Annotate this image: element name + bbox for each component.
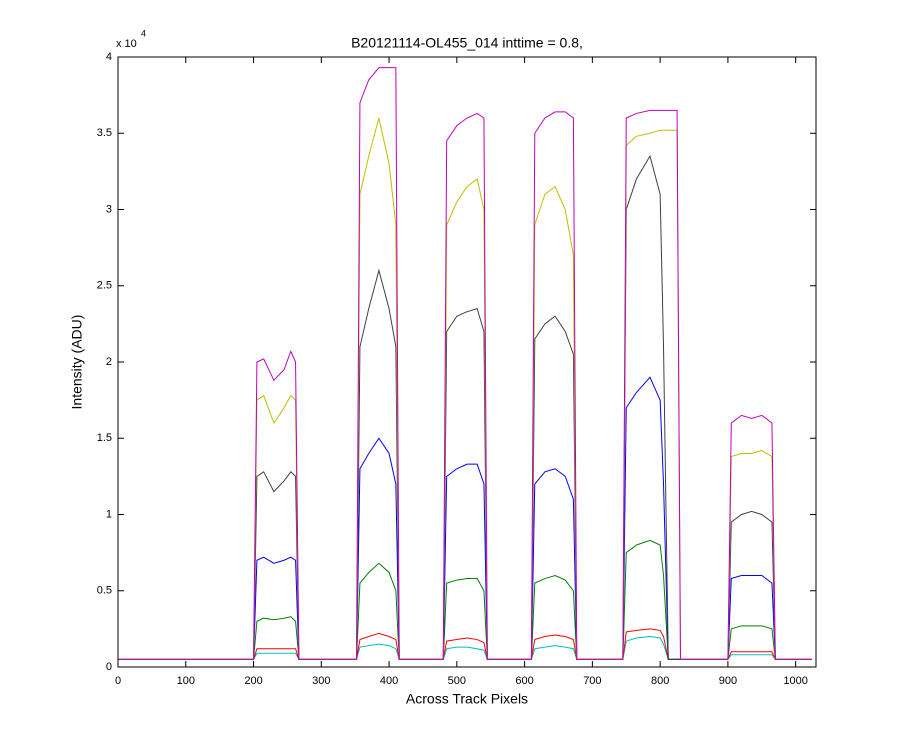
y-tick-label: 4 — [106, 51, 112, 63]
y-tick-label: 3.5 — [97, 127, 112, 139]
y-tick-label: 1.5 — [97, 432, 112, 444]
x-tick-label: 700 — [583, 675, 601, 687]
y-tick-label: 3 — [106, 203, 112, 215]
x-axis-label: Across Track Pixels — [406, 691, 528, 707]
y-axis-label: Intensity (ADU) — [69, 315, 85, 410]
x-tick-label: 600 — [515, 675, 533, 687]
x-tick-label: 100 — [177, 675, 195, 687]
plot-area: 0 100 200 300 400 500 600 700 800 900 1000 0 0.5 1 1.5… — [97, 51, 816, 687]
x-tick-label: 1000 — [783, 675, 807, 687]
y-multiplier: x 10 — [116, 38, 137, 50]
y-tick-label: 2.5 — [97, 280, 112, 292]
y-tick-label: 0.5 — [97, 585, 112, 597]
y-tick-label: 2 — [106, 356, 112, 368]
data-line — [118, 67, 812, 660]
y-tick-label: 0 — [106, 661, 112, 673]
x-tick-label: 0 — [115, 675, 121, 687]
y-multiplier-power: 4 — [141, 28, 146, 38]
y-tick-label: 1 — [106, 508, 112, 520]
x-tick-label: 400 — [380, 675, 398, 687]
chart-title: B20121114-OL455_014 inttime = 0.8, — [351, 35, 583, 51]
x-tick-label: 800 — [651, 675, 669, 687]
axes-box — [117, 56, 817, 668]
x-tick-label: 900 — [719, 675, 737, 687]
x-tick-label: 200 — [244, 675, 262, 687]
x-tick-label: 500 — [448, 675, 466, 687]
x-tick-label: 300 — [312, 675, 330, 687]
